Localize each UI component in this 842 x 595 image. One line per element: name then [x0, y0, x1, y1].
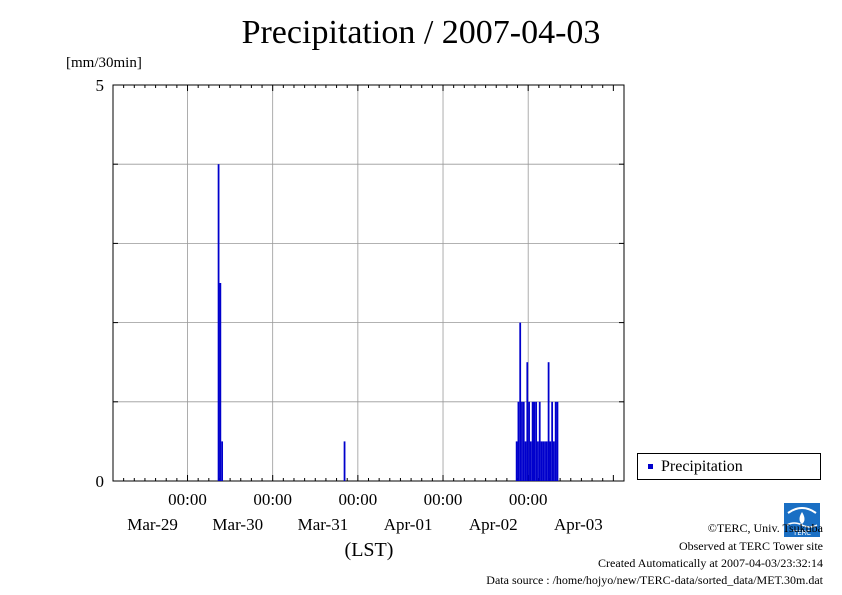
created-text: Created Automatically at 2007-04-03/23:3… — [598, 556, 823, 570]
precipitation-bar — [529, 441, 532, 481]
legend-label: Precipitation — [661, 457, 743, 475]
precipitation-bar — [549, 441, 552, 481]
precipitation-bar — [544, 441, 546, 481]
x-tick-date-label: Apr-02 — [469, 515, 518, 534]
y-tick-label: 5 — [96, 76, 105, 95]
precipitation-bar — [547, 362, 550, 481]
x-tick-date-label: Mar-31 — [298, 515, 349, 534]
x-tick-time-label: 00:00 — [168, 490, 207, 509]
source-text: Data source : /home/hojyo/new/TERC-data/… — [486, 573, 823, 587]
svg-text:TERC: TERC — [792, 529, 811, 537]
copyright-text: ©TERC, Univ. Tsukuba — [707, 521, 823, 535]
precipitation-bar — [517, 401, 520, 481]
x-tick-date-label: Mar-29 — [127, 515, 178, 534]
x-tick-date-label: Apr-01 — [384, 515, 433, 534]
precipitation-bar — [545, 441, 548, 481]
precipitation-bar — [531, 401, 534, 481]
precipitation-bar — [551, 401, 554, 481]
precipitation-bar — [515, 441, 518, 481]
precipitation-bar — [521, 401, 523, 481]
precipitation-bar — [542, 441, 545, 481]
x-axis-label: (LST) — [345, 539, 394, 561]
precipitation-bar — [533, 401, 536, 481]
precipitation-bar — [343, 441, 346, 481]
precipitation-bar — [528, 401, 530, 481]
chart-title: Precipitation / 2007-04-03 — [241, 14, 601, 51]
precipitation-bar — [535, 401, 538, 481]
precipitation-bar — [522, 401, 525, 481]
precipitation-bar — [556, 401, 559, 481]
precipitation-bar — [526, 362, 529, 481]
x-tick-time-label: 00:00 — [253, 490, 292, 509]
precipitation-bar — [524, 441, 527, 481]
precipitation-bar — [537, 441, 539, 481]
x-tick-time-label: 00:00 — [338, 490, 377, 509]
precipitation-bar — [219, 283, 222, 481]
x-tick-time-label: 00:00 — [509, 490, 548, 509]
precipitation-bar — [554, 401, 557, 481]
x-tick-date-label: Mar-30 — [212, 515, 263, 534]
x-tick-date-label: Apr-03 — [554, 515, 603, 534]
observed-text: Observed at TERC Tower site — [678, 539, 823, 553]
y-tick-label: 0 — [96, 472, 105, 491]
precipitation-bar — [221, 441, 224, 481]
x-tick-time-label: 00:00 — [424, 490, 463, 509]
legend-swatch — [648, 464, 653, 469]
legend: Precipitation — [637, 453, 821, 480]
precipitation-bar — [553, 441, 555, 481]
precipitation-bar — [217, 164, 220, 481]
y-axis-unit-label: [mm/30min] — [66, 55, 142, 71]
terc-logo-icon: TERC — [784, 503, 820, 537]
precipitation-bar — [540, 441, 543, 481]
precipitation-bar — [538, 401, 541, 481]
precipitation-bar — [519, 322, 522, 481]
plot-frame — [112, 84, 625, 482]
